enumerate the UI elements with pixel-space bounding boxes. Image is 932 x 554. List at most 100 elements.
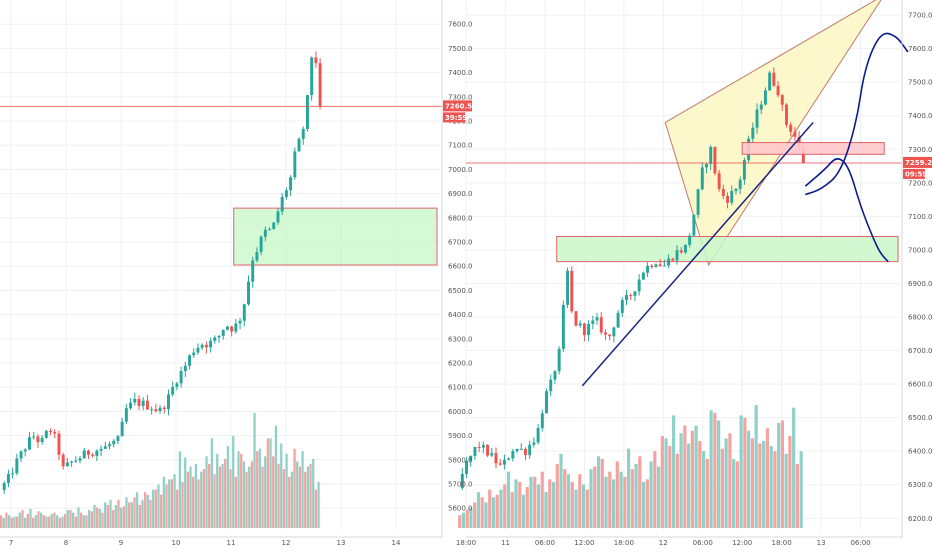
left-volume-bar [178, 451, 181, 528]
left-volume-bar [168, 479, 171, 528]
left-volume-bar [293, 448, 296, 528]
left-volume-bar [224, 458, 227, 528]
right-x-tick-label: 13 [817, 539, 826, 547]
left-volume-bar [269, 438, 272, 528]
right-y-tick-label: 6500.00 [908, 414, 932, 422]
right-volume-bar [720, 448, 724, 528]
right-volume-bar [581, 484, 586, 528]
right-candle [785, 104, 788, 125]
right-volume-bar [762, 440, 766, 528]
right-volume-bar [604, 476, 608, 528]
right-supply-zone[interactable] [741, 142, 885, 155]
right-demand-zone[interactable] [556, 235, 899, 263]
right-candle [709, 147, 713, 164]
left-candle [297, 138, 301, 152]
left-candle [44, 430, 48, 438]
right-candle [696, 189, 700, 215]
left-y-tick-label: 6500.0 [448, 287, 473, 295]
left-candle [196, 347, 200, 353]
right-volume-bar [476, 492, 481, 528]
left-volume-bar [104, 502, 107, 528]
left-volume-bar [264, 456, 267, 528]
left-candle [213, 337, 217, 341]
left-volume-bar [285, 453, 288, 528]
left-volume-bar [154, 489, 157, 528]
right-volume-bar [792, 407, 796, 528]
right-candle [734, 188, 738, 192]
left-volume-bar [2, 517, 5, 528]
right-candle [477, 447, 481, 449]
left-volume-bar [18, 512, 21, 528]
left-volume-bar [258, 448, 262, 528]
right-candle [570, 270, 574, 312]
left-candle [32, 436, 36, 438]
left-candle [108, 444, 111, 447]
right-volume-bar [563, 469, 567, 528]
left-candle [133, 398, 137, 403]
right-candle [582, 323, 586, 336]
left-candle [209, 340, 213, 348]
left-volume-bar [282, 469, 286, 528]
left-volume-bar [88, 510, 91, 528]
right-x-tick-label: 12 [659, 539, 668, 547]
right-volume-bar [540, 471, 544, 528]
right-rising-wedge[interactable] [664, 0, 884, 267]
left-volume-bar [141, 499, 144, 528]
right-candle [713, 147, 717, 174]
right-candle [662, 265, 666, 267]
left-volume-bar [194, 464, 197, 528]
left-candle [15, 458, 19, 474]
right-candle [490, 453, 494, 456]
right-candle [507, 458, 511, 460]
right-volume-bar [544, 492, 548, 528]
right-volume-bar [754, 405, 758, 528]
right-volume-bar [521, 494, 526, 528]
left-volume-bar [10, 517, 13, 528]
left-volume-bar [53, 512, 56, 528]
right-volume-bar [555, 464, 559, 528]
left-candle [40, 437, 44, 443]
right-forecast-bullish-path[interactable] [805, 32, 909, 196]
right-candle [486, 444, 490, 456]
right-x-tick-label: 18:00 [614, 539, 634, 547]
right-volume-bar [518, 481, 522, 528]
left-candle [225, 326, 229, 330]
right-candle [772, 72, 776, 86]
right-candle [637, 279, 641, 292]
left-volume-bar [149, 499, 152, 528]
right-forecast-bearish-path[interactable] [804, 158, 889, 263]
right-candle [460, 473, 464, 489]
right-candle [502, 459, 506, 465]
left-volume-bar [40, 512, 43, 528]
left-candle [263, 229, 267, 237]
right-trend-line[interactable] [581, 121, 814, 387]
left-candle [116, 436, 120, 441]
right-y-tick-label: 7600.00 [908, 45, 932, 53]
right-candle [549, 379, 553, 392]
left-volume-bar [248, 466, 251, 528]
left-candle [145, 400, 149, 410]
left-candle [2, 483, 6, 491]
right-candle [654, 264, 658, 268]
left-volume-bar [298, 466, 302, 528]
left-volume-bar [42, 515, 45, 528]
right-volume-bar [788, 435, 792, 528]
left-volume-bar [290, 471, 294, 528]
left-volume-bar [176, 489, 179, 528]
left-volume-bar [189, 466, 192, 528]
right-volume-bar [694, 425, 698, 528]
left-volume-bar [8, 515, 11, 528]
right-candle [498, 463, 502, 465]
left-volume-bar [256, 451, 259, 528]
right-volume-bar [566, 474, 571, 528]
right-volume-bar [713, 412, 717, 528]
left-demand-zone[interactable] [233, 207, 438, 266]
left-y-tick-label: 6600.0 [448, 263, 473, 271]
right-volume-bar [728, 433, 732, 528]
right-x-tick-label: 18:00 [772, 539, 792, 547]
right-x-tick-label: 06:00 [693, 539, 713, 547]
left-countdown-tag [443, 112, 465, 123]
left-candle [61, 454, 65, 467]
